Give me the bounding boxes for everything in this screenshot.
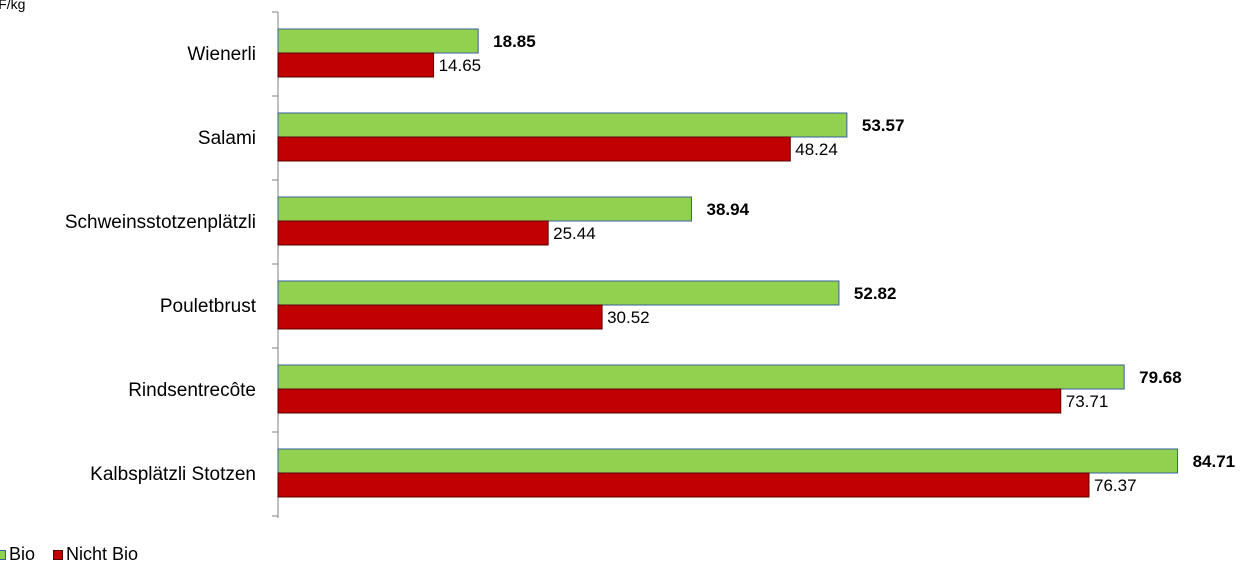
bar-nicht-bio-salami	[277, 136, 791, 162]
data-label-bio-schweinsstotzenplatzli: 38.94	[707, 200, 750, 219]
bar-nicht-bio-kalbsplatzli-stotzen	[277, 472, 1090, 498]
bar-bio-pouletbrust	[277, 280, 840, 306]
data-label-bio-wienerli: 18.85	[493, 32, 536, 51]
legend-item-nicht-bio: Nicht Bio	[53, 544, 138, 565]
category-label-wienerli: Wienerli	[187, 44, 256, 65]
unit-label: CHF/kg	[0, 0, 26, 12]
data-label-nicht-bio-pouletbrust: 30.52	[607, 308, 650, 327]
legend: Bio Nicht Bio	[0, 544, 156, 565]
category-label-pouletbrust: Pouletbrust	[160, 296, 257, 317]
bar-nicht-bio-pouletbrust	[277, 304, 603, 330]
bar-bio-salami	[277, 112, 848, 138]
data-label-bio-kalbsplatzli-stotzen: 84.71	[1193, 452, 1236, 471]
data-label-nicht-bio-rindsentrecote: 73.71	[1066, 392, 1109, 411]
category-label-salami: Salami	[198, 128, 256, 149]
bar-bio-wienerli	[277, 28, 479, 54]
data-label-bio-salami: 53.57	[862, 116, 905, 135]
bar-bio-kalbsplatzli-stotzen	[277, 448, 1179, 474]
data-label-bio-pouletbrust: 52.82	[854, 284, 897, 303]
category-label-schweinsstotzenplatzli: Schweinsstotzenplätzli	[65, 212, 256, 233]
bar-nicht-bio-rindsentrecote	[277, 388, 1062, 414]
bar-nicht-bio-schweinsstotzenplatzli	[277, 220, 549, 246]
legend-swatch-nicht-bio	[53, 549, 64, 560]
data-label-nicht-bio-schweinsstotzenplatzli: 25.44	[553, 224, 596, 243]
data-label-nicht-bio-salami: 48.24	[795, 140, 838, 159]
legend-item-bio: Bio	[0, 544, 35, 565]
category-label-kalbsplatzli-stotzen: Kalbsplätzli Stotzen	[90, 464, 256, 485]
data-label-nicht-bio-kalbsplatzli-stotzen: 76.37	[1094, 476, 1137, 495]
bar-chart: Wienerli 18.85 14.65 Salami 53.57 48.24 Schwei…	[65, 11, 1236, 518]
legend-label-bio: Bio	[9, 544, 36, 564]
bar-nicht-bio-wienerli	[277, 52, 435, 78]
data-label-bio-rindsentrecote: 79.68	[1139, 368, 1182, 387]
bar-bio-rindsentrecote	[277, 364, 1125, 390]
legend-label-nicht-bio: Nicht Bio	[66, 544, 139, 564]
bar-bio-schweinsstotzenplatzli	[277, 196, 693, 222]
data-label-nicht-bio-wienerli: 14.65	[439, 56, 482, 75]
category-label-rindsentrecote: Rindsentrecôte	[128, 380, 256, 401]
legend-swatch-bio	[0, 549, 6, 560]
